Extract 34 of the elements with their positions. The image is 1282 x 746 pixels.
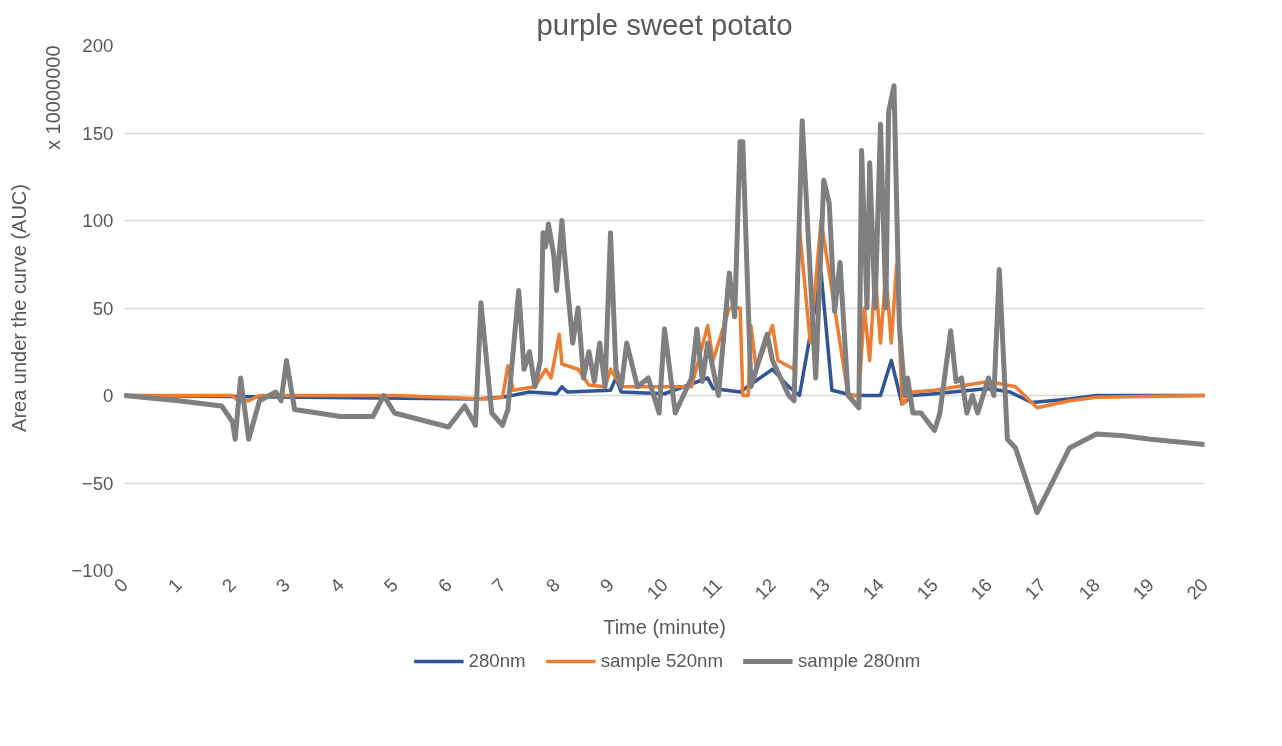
y-tick-label: −50 — [81, 472, 114, 494]
x-tick-label: 11 — [697, 574, 726, 603]
y-axis-title: Area under the curve (AUC) — [7, 184, 30, 432]
x-tick-label: 3 — [271, 574, 294, 597]
text: x 10000000 — [41, 45, 64, 151]
x-tick-label: 9 — [595, 574, 618, 597]
y-tick-label: 100 — [82, 210, 114, 231]
x-tick-label: 8 — [541, 574, 564, 597]
x-tick-label: 16 — [966, 574, 996, 604]
x-tick-label: 7 — [487, 574, 510, 597]
legend-label: sample 520nm — [600, 650, 724, 672]
x-tick-label: 14 — [858, 574, 888, 604]
x-tick-label: 19 — [1128, 574, 1158, 604]
x-tick-label: 4 — [325, 574, 348, 597]
legend-label: 280nm — [468, 650, 526, 672]
x-tick-label: 6 — [433, 574, 456, 597]
x-tick-label: 13 — [804, 574, 834, 604]
x-tick-label: 12 — [750, 574, 780, 604]
x-tick-label: 2 — [217, 574, 240, 597]
y-tick-label: 150 — [82, 122, 114, 144]
y-tick-label: 200 — [82, 35, 114, 56]
y-tick-label: −100 — [71, 560, 114, 581]
x-tick-label: 1 — [163, 574, 186, 597]
x-tick-label: 15 — [912, 574, 942, 604]
x-tick-label: 5 — [379, 574, 402, 597]
x-tick-label: 10 — [642, 574, 672, 604]
x-tick-label: 20 — [1182, 574, 1212, 604]
x-axis-title: Time (minute) — [603, 615, 726, 638]
x-tick-label: 17 — [1020, 574, 1050, 604]
y-tick-label: 50 — [92, 297, 114, 319]
x-tick-label: 18 — [1074, 574, 1104, 604]
y-tick-label: 0 — [103, 385, 114, 406]
legend-label: sample 280nm — [798, 650, 921, 672]
chart-title: purple sweet potato — [536, 7, 793, 41]
